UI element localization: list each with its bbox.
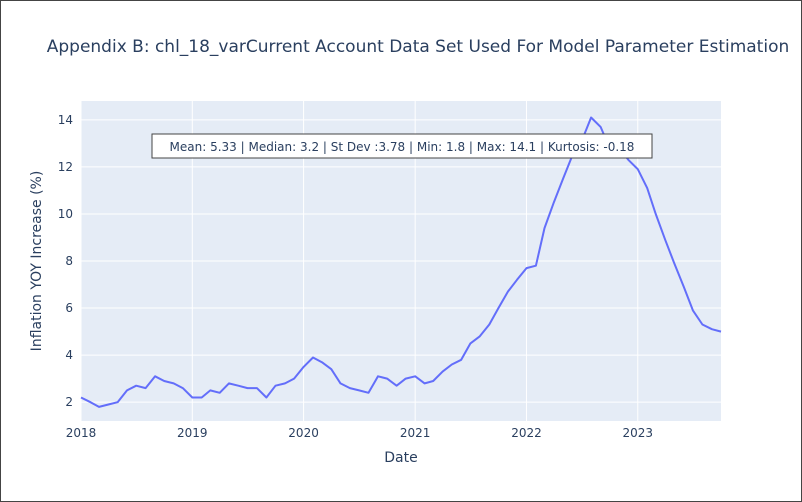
x-tick-label: 2023 (622, 426, 653, 440)
x-tick-label: 2018 (66, 426, 97, 440)
y-tick-label: 2 (65, 395, 73, 409)
y-tick-label: 14 (58, 113, 73, 127)
stats-annotation: Mean: 5.33 | Median: 3.2 | St Dev :3.78 … (151, 133, 653, 159)
x-tick-label: 2019 (177, 426, 208, 440)
annotation-box (151, 133, 653, 159)
y-tick-label: 4 (65, 348, 73, 362)
annotation-text: Mean: 5.33 | Median: 3.2 | St Dev :3.78 … (170, 140, 635, 154)
y-tick-label: 12 (58, 160, 73, 174)
y-tick-label: 8 (65, 254, 73, 268)
y-axis-title: Inflation YOY Increase (%) (29, 171, 45, 352)
x-tick-label: 2022 (511, 426, 542, 440)
chart-title: Appendix B: chl_18_varCurrent Account Da… (47, 37, 790, 57)
x-tick-label: 2020 (288, 426, 319, 440)
x-tick-label: 2021 (400, 426, 431, 440)
axis-ticks: 2 4 6 8 10 12 14 2018 2019 2020 2021 2022 2023 (58, 113, 653, 440)
y-tick-label: 6 (65, 301, 73, 315)
x-axis-title: Date (384, 450, 417, 466)
y-tick-label: 10 (58, 207, 73, 221)
